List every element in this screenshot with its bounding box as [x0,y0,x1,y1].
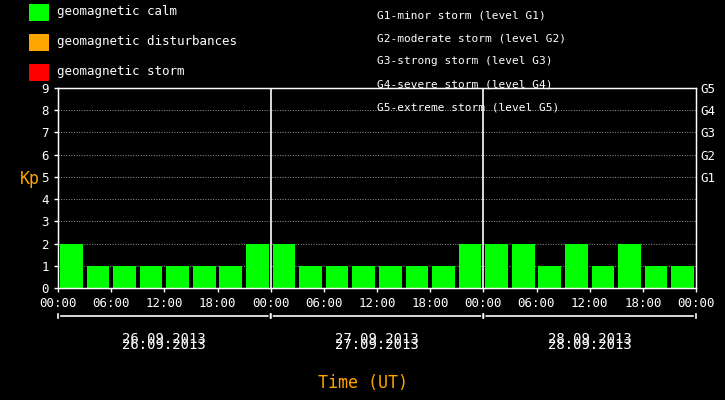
Text: 28.09.2013: 28.09.2013 [548,332,631,346]
Bar [246,244,269,288]
Bar [273,244,295,288]
Bar [618,244,641,288]
Text: 28.09.2013: 28.09.2013 [548,338,631,352]
Bar [352,266,375,288]
Bar [485,244,508,288]
Bar [60,244,83,288]
Text: geomagnetic disturbances: geomagnetic disturbances [57,36,236,48]
Bar [299,266,322,288]
Bar [459,244,481,288]
Bar [405,266,428,288]
Text: 26.09.2013: 26.09.2013 [123,332,206,346]
Bar [539,266,561,288]
Text: G3-strong storm (level G3): G3-strong storm (level G3) [377,56,552,66]
Bar [592,266,614,288]
Bar [671,266,694,288]
Text: 27.09.2013: 27.09.2013 [335,332,419,346]
Text: G5-extreme storm (level G5): G5-extreme storm (level G5) [377,103,559,113]
Bar [140,266,162,288]
Text: geomagnetic calm: geomagnetic calm [57,6,177,18]
Text: Time (UT): Time (UT) [318,374,407,392]
Bar [166,266,189,288]
Bar [326,266,349,288]
Y-axis label: Kp: Kp [20,170,41,188]
Bar [86,266,109,288]
Bar [113,266,136,288]
Bar [193,266,215,288]
Bar [565,244,588,288]
Text: 27.09.2013: 27.09.2013 [335,338,419,352]
Text: geomagnetic storm: geomagnetic storm [57,66,184,78]
Text: G1-minor storm (level G1): G1-minor storm (level G1) [377,10,546,20]
Text: 26.09.2013: 26.09.2013 [123,338,206,352]
Bar [432,266,455,288]
Bar [220,266,242,288]
Text: G2-moderate storm (level G2): G2-moderate storm (level G2) [377,33,566,43]
Bar [512,244,534,288]
Bar [379,266,402,288]
Bar [645,266,668,288]
Text: G4-severe storm (level G4): G4-severe storm (level G4) [377,80,552,90]
